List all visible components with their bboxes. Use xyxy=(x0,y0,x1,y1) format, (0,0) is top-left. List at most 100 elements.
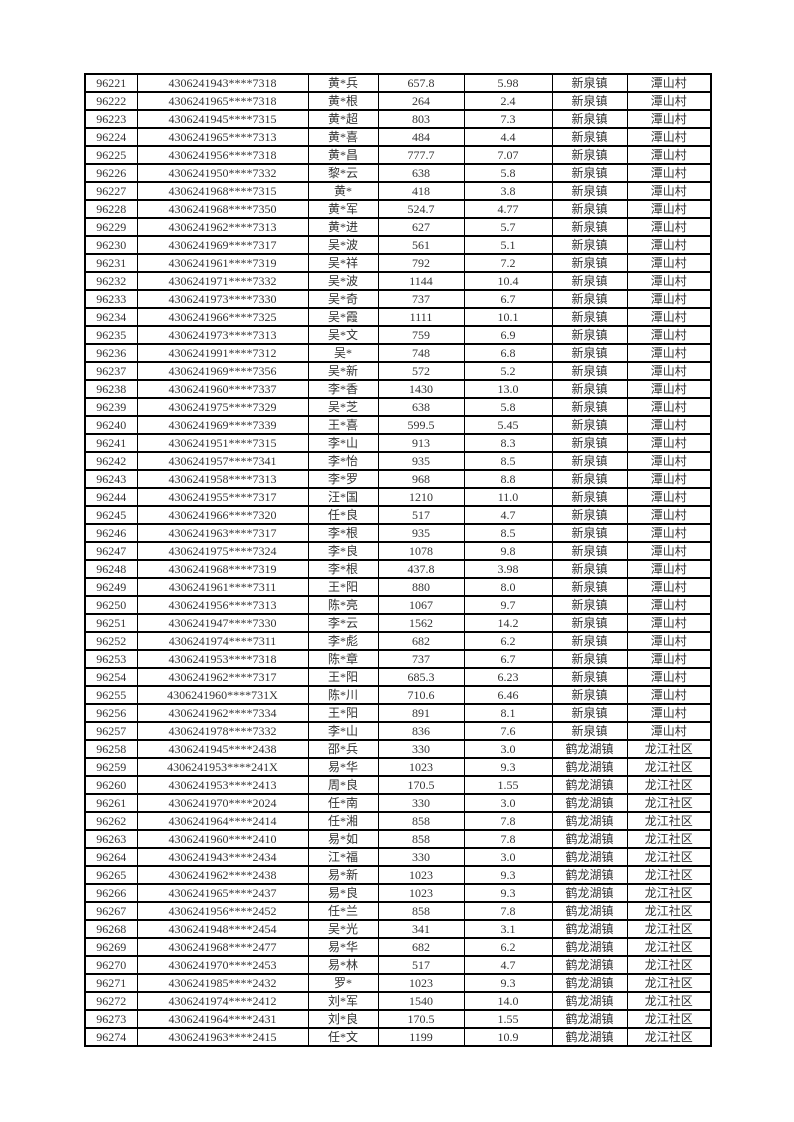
cell-area: 9.3 xyxy=(463,757,553,777)
cell-masked-id-number: 4306241991****7312 xyxy=(136,343,309,363)
cell-amount: 1078 xyxy=(377,541,465,561)
cell-area: 7.07 xyxy=(463,145,553,165)
cell-town: 新泉镇 xyxy=(551,73,628,93)
cell-amount: 1111 xyxy=(377,307,465,327)
cell-village: 龙江社区 xyxy=(626,847,712,867)
cell-town: 新泉镇 xyxy=(551,217,628,237)
table-row: 96224 4306241965****7313 黄*喜 484 4.4 新泉镇 潭山村 xyxy=(84,127,712,147)
cell-masked-id-number: 4306241953****2413 xyxy=(136,775,309,795)
cell-masked-name: 任*湘 xyxy=(307,811,379,831)
cell-area: 10.1 xyxy=(463,307,553,327)
cell-sequence-number: 96256 xyxy=(84,703,138,723)
cell-sequence-number: 96252 xyxy=(84,631,138,651)
cell-town: 新泉镇 xyxy=(551,127,628,147)
cell-amount: 792 xyxy=(377,253,465,273)
cell-masked-id-number: 4306241961****7319 xyxy=(136,253,309,273)
cell-sequence-number: 96263 xyxy=(84,829,138,849)
cell-area: 6.2 xyxy=(463,631,553,651)
cell-sequence-number: 96268 xyxy=(84,919,138,939)
cell-village: 潭山村 xyxy=(626,217,712,237)
cell-town: 新泉镇 xyxy=(551,343,628,363)
cell-masked-name: 吴*祥 xyxy=(307,253,379,273)
cell-masked-id-number: 4306241974****2412 xyxy=(136,991,309,1011)
cell-amount: 968 xyxy=(377,469,465,489)
cell-masked-name: 任*良 xyxy=(307,505,379,525)
cell-sequence-number: 96249 xyxy=(84,577,138,597)
cell-masked-id-number: 4306241962****7334 xyxy=(136,703,309,723)
table-row: 96245 4306241966****7320 任*良 517 4.7 新泉镇 潭山村 xyxy=(84,505,712,525)
cell-village: 潭山村 xyxy=(626,253,712,273)
cell-masked-id-number: 4306241960****2410 xyxy=(136,829,309,849)
cell-masked-id-number: 4306241962****2438 xyxy=(136,865,309,885)
cell-amount: 858 xyxy=(377,811,465,831)
cell-masked-name: 黄*军 xyxy=(307,199,379,219)
cell-amount: 1430 xyxy=(377,379,465,399)
cell-masked-id-number: 4306241966****7325 xyxy=(136,307,309,327)
cell-masked-id-number: 4306241960****7337 xyxy=(136,379,309,399)
cell-town: 鹤龙湖镇 xyxy=(551,955,628,975)
cell-village: 龙江社区 xyxy=(626,883,712,903)
cell-area: 10.4 xyxy=(463,271,553,291)
cell-village: 潭山村 xyxy=(626,325,712,345)
cell-village: 龙江社区 xyxy=(626,865,712,885)
cell-area: 3.98 xyxy=(463,559,553,579)
cell-village: 潭山村 xyxy=(626,181,712,201)
cell-town: 新泉镇 xyxy=(551,523,628,543)
table-row: 96271 4306241985****2432 罗* 1023 9.3 鹤龙湖镇 龙江社区 xyxy=(84,973,712,993)
cell-amount: 1023 xyxy=(377,883,465,903)
cell-amount: 1067 xyxy=(377,595,465,615)
cell-masked-name: 刘*良 xyxy=(307,1009,379,1029)
cell-sequence-number: 96272 xyxy=(84,991,138,1011)
cell-masked-name: 吴*新 xyxy=(307,361,379,381)
table-row: 96249 4306241961****7311 王*阳 880 8.0 新泉镇 潭山村 xyxy=(84,577,712,597)
cell-town: 新泉镇 xyxy=(551,541,628,561)
cell-town: 鹤龙湖镇 xyxy=(551,847,628,867)
cell-town: 新泉镇 xyxy=(551,577,628,597)
cell-sequence-number: 96258 xyxy=(84,739,138,759)
cell-amount: 1199 xyxy=(377,1027,465,1047)
table-row: 96261 4306241970****2024 任*南 330 3.0 鹤龙湖镇 龙江社区 xyxy=(84,793,712,813)
cell-amount: 685.3 xyxy=(377,667,465,687)
cell-sequence-number: 96253 xyxy=(84,649,138,669)
cell-masked-id-number: 4306241969****7356 xyxy=(136,361,309,381)
cell-area: 3.0 xyxy=(463,793,553,813)
table-row: 96270 4306241970****2453 易*林 517 4.7 鹤龙湖镇 龙江社区 xyxy=(84,955,712,975)
cell-sequence-number: 96243 xyxy=(84,469,138,489)
table-row: 96254 4306241962****7317 王*阳 685.3 6.23 新泉镇 潭山… xyxy=(84,667,712,687)
cell-area: 5.7 xyxy=(463,217,553,237)
cell-village: 潭山村 xyxy=(626,91,712,111)
subsidy-list-table: 96221 4306241943****7318 黄*兵 657.8 5.98 新泉镇 潭山… xyxy=(84,73,712,1047)
cell-masked-id-number: 4306241951****7315 xyxy=(136,433,309,453)
cell-town: 新泉镇 xyxy=(551,667,628,687)
cell-masked-name: 黎*云 xyxy=(307,163,379,183)
cell-masked-name: 吴*奇 xyxy=(307,289,379,309)
cell-masked-name: 吴*光 xyxy=(307,919,379,939)
cell-masked-name: 江*福 xyxy=(307,847,379,867)
cell-town: 新泉镇 xyxy=(551,271,628,291)
table-row: 96251 4306241947****7330 李*云 1562 14.2 新泉镇 潭山村 xyxy=(84,613,712,633)
cell-village: 龙江社区 xyxy=(626,901,712,921)
cell-town: 鹤龙湖镇 xyxy=(551,937,628,957)
cell-amount: 627 xyxy=(377,217,465,237)
cell-masked-id-number: 4306241966****7320 xyxy=(136,505,309,525)
cell-village: 龙江社区 xyxy=(626,991,712,1011)
cell-village: 潭山村 xyxy=(626,235,712,255)
cell-sequence-number: 96235 xyxy=(84,325,138,345)
cell-area: 2.4 xyxy=(463,91,553,111)
table-row: 96240 4306241969****7339 王*喜 599.5 5.45 新泉镇 潭山… xyxy=(84,415,712,435)
table-row: 96262 4306241964****2414 任*湘 858 7.8 鹤龙湖镇 龙江社区 xyxy=(84,811,712,831)
cell-masked-id-number: 4306241962****7317 xyxy=(136,667,309,687)
cell-sequence-number: 96274 xyxy=(84,1027,138,1047)
cell-area: 5.98 xyxy=(463,73,553,93)
cell-masked-name: 李*根 xyxy=(307,523,379,543)
cell-masked-name: 王*阳 xyxy=(307,667,379,687)
cell-area: 6.46 xyxy=(463,685,553,705)
cell-amount: 437.8 xyxy=(377,559,465,579)
cell-masked-id-number: 4306241970****2024 xyxy=(136,793,309,813)
cell-village: 潭山村 xyxy=(626,559,712,579)
cell-area: 3.8 xyxy=(463,181,553,201)
cell-amount: 858 xyxy=(377,829,465,849)
cell-masked-id-number: 4306241969****7339 xyxy=(136,415,309,435)
cell-amount: 170.5 xyxy=(377,1009,465,1029)
cell-sequence-number: 96264 xyxy=(84,847,138,867)
